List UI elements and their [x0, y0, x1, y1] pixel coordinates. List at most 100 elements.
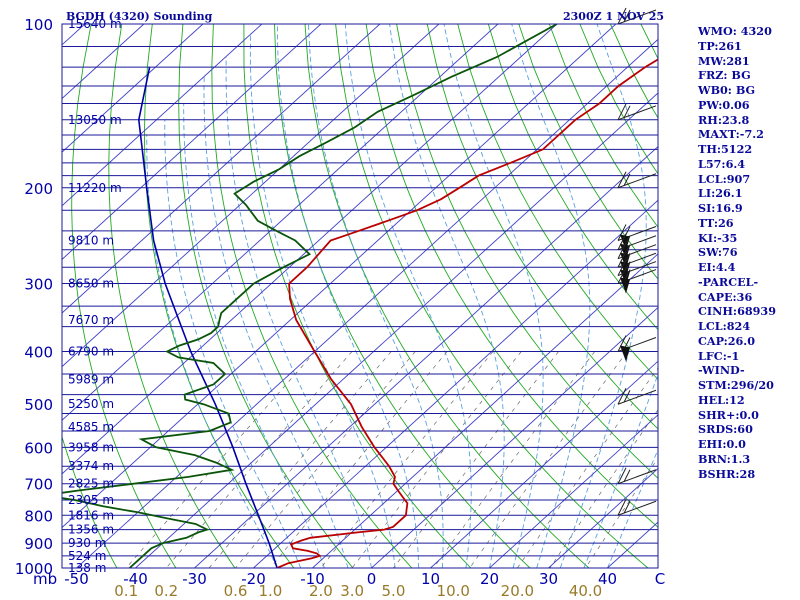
index-item: CAP:26.0	[698, 333, 755, 348]
index-item: SRDS:60	[698, 422, 753, 437]
dry-adiabat	[426, 24, 658, 430]
index-item: TH:5122	[698, 142, 753, 156]
index-item: LCL:907	[698, 171, 751, 186]
moist-adiabat	[308, 24, 444, 568]
height-label: 9810 m	[68, 233, 114, 247]
index-item: -WIND-	[698, 363, 745, 378]
mixing-ratio-tick-label: 0.2	[154, 582, 178, 600]
wind-barb	[617, 499, 657, 516]
height-label: 5989 m	[68, 372, 114, 386]
mixing-ratio-tick-label: 0.6	[224, 582, 248, 600]
mixing-ratio-tick-label: 2.0	[309, 582, 333, 600]
index-item: BRN:1.3	[698, 451, 751, 466]
index-item: SI:16.9	[698, 201, 743, 215]
mixing-ratio-tick-label: 0.1	[114, 582, 138, 600]
dry-adiabat	[457, 24, 658, 381]
dry-adiabat	[487, 24, 658, 331]
height-label: 524 m	[68, 549, 106, 563]
pressure-tick-label: 900	[24, 535, 53, 553]
height-label: 3374 m	[68, 459, 114, 473]
wind-barb-flag	[620, 234, 630, 251]
chart-title: BGDH (4320) Sounding	[66, 10, 213, 23]
pressure-tick-label: 200	[24, 180, 53, 198]
index-item: -PARCEL-	[698, 274, 759, 289]
index-item: LI:26.1	[698, 186, 743, 201]
wind-barbs	[617, 7, 657, 516]
moist-adiabat	[344, 24, 472, 568]
height-label: 7670 m	[68, 313, 114, 327]
temperature-tick-label: 0	[367, 570, 377, 588]
moist-adiabat	[164, 119, 302, 568]
index-item: MAXT:-7.2	[698, 127, 764, 142]
x-end-label: C	[655, 570, 665, 588]
temperature-tick-label: 20	[480, 570, 499, 588]
moist-adiabat	[389, 24, 505, 568]
height-label: 4585 m	[68, 420, 114, 434]
temperature-tick-label: -30	[182, 570, 207, 588]
index-item: MW:281	[698, 53, 750, 68]
pressure-tick-label: 100	[24, 16, 53, 34]
isotherm	[194, 146, 658, 568]
height-label: 2825 m	[68, 477, 114, 491]
index-item: TP:261	[698, 38, 742, 53]
wind-barb	[617, 103, 657, 121]
height-label: 930 m	[68, 536, 106, 550]
temperature-tick-label: -10	[300, 570, 325, 588]
index-item: CINH:68939	[698, 304, 776, 319]
index-item: LFC:-1	[698, 348, 740, 363]
pressure-tick-label: 700	[24, 476, 53, 494]
wind-barb	[617, 388, 657, 405]
wind-barb	[617, 7, 657, 25]
height-label: 1356 m	[68, 523, 114, 537]
wind-barb-flag	[620, 277, 630, 294]
dry-adiabat	[365, 24, 658, 528]
height-label: 6790 m	[68, 345, 114, 359]
mixing-ratio-tick-label: 3.0	[340, 582, 364, 600]
chart-datetime: 2300Z 1 NOV 25	[563, 10, 664, 23]
isotherm	[253, 199, 658, 568]
temperature-tick-label: -40	[123, 570, 148, 588]
mixing-ratio-tick-label: 1.0	[259, 582, 283, 600]
mixing-ratio-tick-label: 40.0	[569, 582, 602, 600]
mixing-ratio-tick-label: 10.0	[437, 582, 470, 600]
isotherm	[548, 467, 658, 568]
height-label: 5250 m	[68, 397, 114, 411]
isotherm	[489, 414, 658, 568]
isotherm	[62, 24, 499, 421]
wind-barb	[617, 171, 657, 189]
index-item: WB0: BG	[698, 83, 756, 97]
isotherm	[62, 24, 617, 529]
temperature-tick-label: 40	[598, 570, 617, 588]
index-item: RH:23.8	[698, 112, 750, 127]
wind-barb-flag	[620, 345, 630, 362]
dewpoint-line	[62, 24, 558, 568]
index-item: PW:0.06	[698, 97, 750, 112]
index-item: TT:26	[698, 215, 734, 230]
isotherm	[62, 24, 558, 475]
mixing-ratio-tick-label: 5.0	[382, 582, 406, 600]
index-item: CAPE:36	[698, 289, 753, 304]
isotherm	[62, 24, 440, 368]
dry-adiabat	[396, 24, 658, 479]
moist-adiabat	[277, 24, 420, 568]
pressure-tick-label: 500	[24, 396, 53, 414]
isotherm	[135, 92, 658, 568]
pressure-tick-label: 1000	[15, 560, 53, 578]
pressure-tick-label: 600	[24, 439, 53, 457]
index-item: HEL:12	[698, 392, 745, 407]
index-item: L57:6.4	[698, 156, 746, 171]
wind-barb	[617, 267, 657, 294]
parcel-path-line	[137, 66, 278, 568]
mixing-ratio-line	[393, 351, 559, 568]
index-item: KI:-35	[698, 230, 738, 245]
height-label: 2305 m	[68, 493, 114, 507]
isotherm	[76, 38, 658, 568]
index-item: STM:296/20	[698, 378, 774, 392]
isotherm	[62, 24, 204, 153]
index-item: BSHR:28	[698, 466, 756, 481]
index-item: FRZ: BG	[698, 68, 751, 83]
pressure-tick-label: 300	[24, 276, 53, 294]
height-label: 8650 m	[68, 277, 114, 291]
